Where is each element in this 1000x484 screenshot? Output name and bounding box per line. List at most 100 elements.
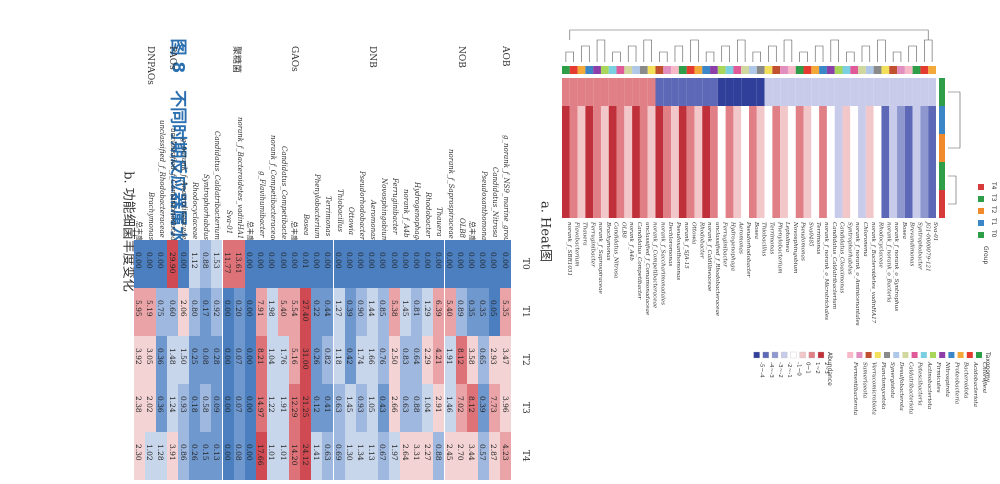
table-cell-value: 0.92 — [211, 300, 221, 317]
heatmap-cell — [904, 134, 913, 162]
heatmap-cell — [616, 78, 625, 106]
genus-label: Novosphingobium — [792, 221, 798, 273]
table-cell — [233, 432, 245, 480]
table-cell-value: 0.00 — [500, 252, 510, 269]
dendrogram-branch — [908, 45, 917, 62]
table-cell — [300, 336, 312, 384]
heatmap-cell — [647, 134, 656, 162]
taxonomy-strip-cell — [889, 66, 898, 74]
table-cell — [244, 240, 256, 288]
table-cell — [422, 336, 434, 384]
table-cell-value: 1.27 — [334, 300, 343, 317]
heatmap-cell — [780, 134, 788, 162]
genus-label: norank_f_A4b — [628, 222, 634, 261]
table-cell-value: 3.58 — [467, 348, 477, 365]
group-legend-swatch — [978, 220, 984, 226]
table-cell-value: 0.00 — [256, 252, 266, 269]
heatmap-cell — [686, 190, 695, 218]
table-cell-value: 0.58 — [200, 396, 210, 413]
table-cell-value: 0.00 — [489, 252, 499, 269]
genus-label: Candidatus_Competibacter — [636, 222, 642, 300]
table-cell — [500, 432, 512, 480]
abundance-legend-label: 2~3 — [823, 362, 829, 374]
table-cell — [178, 240, 190, 288]
table-cell-value: 0.00 — [245, 348, 255, 365]
abundance-legend-label: 1~2 — [814, 362, 820, 374]
heatmap-cell — [608, 162, 617, 190]
heatmap-cell — [842, 190, 851, 218]
table-cell — [289, 288, 301, 336]
table-row-label: Candidatus_Caldatribacterium — [213, 131, 222, 241]
taxonomy-legend-swatch — [847, 352, 854, 358]
abundance-legend-title: Abundance — [826, 352, 833, 386]
table-row-label: unclassified_f_Rhodobacteraceae — [157, 120, 166, 239]
heatmap-cell — [912, 78, 921, 106]
table-cell-value: 1.44 — [367, 300, 377, 317]
abundance-legend-swatch — [808, 351, 815, 359]
taxonomy-strip-cell — [585, 66, 594, 74]
table-cell-value: 1.91 — [278, 396, 288, 413]
table-cell — [300, 432, 312, 480]
table-cell-value: 0.01 — [300, 252, 310, 269]
table-cell — [211, 432, 223, 480]
table-cell — [222, 336, 234, 384]
table-cell-value: 0.00 — [334, 252, 343, 269]
heatmap-cell — [889, 134, 898, 162]
table-cell — [322, 288, 334, 336]
heatmap-cell — [741, 78, 749, 106]
dendrogram-branch — [752, 51, 761, 62]
taxonomy-strip-cell — [881, 66, 890, 74]
taxonomy-legend-label: Caldatribacteriota — [907, 362, 913, 414]
table-cell — [444, 432, 456, 480]
table-cell — [400, 432, 412, 480]
table-cell-value: 0.00 — [156, 252, 166, 269]
table-cell-value: 0.00 — [267, 252, 277, 269]
heatmap-cell — [764, 78, 773, 106]
heatmap-cell — [912, 190, 921, 218]
taxonomy-strip-cell — [663, 66, 672, 74]
heatmap-cell — [562, 162, 570, 190]
taxonomy-legend-swatch — [966, 352, 973, 358]
table-cell — [222, 384, 234, 432]
taxonomy-strip-cell — [678, 66, 687, 74]
heatmap-cell — [787, 106, 796, 134]
heatmap-cell — [865, 190, 874, 218]
dendrogram-branch — [924, 39, 933, 62]
heatmap-cell — [850, 190, 859, 218]
taxonomy-strip-cell — [865, 66, 874, 74]
group-legend-label: T2 — [990, 205, 997, 214]
taxonomy-legend-label: Sumerlaeota — [861, 362, 867, 398]
heatmap-cell — [826, 134, 835, 162]
table-cell-value: 2.50 — [389, 348, 399, 365]
table-cell-value: 27.40 — [300, 300, 310, 322]
table-cell-value: 8.12 — [456, 348, 466, 365]
group-legend-swatch — [978, 196, 984, 202]
table-cell-value: 3.92 — [134, 348, 144, 365]
taxonomy-strip-cell — [624, 66, 633, 74]
table-cell-value: 0.75 — [156, 300, 166, 317]
heatmap-cell — [593, 78, 601, 106]
table-cell — [289, 240, 301, 288]
table-cell — [400, 240, 412, 288]
table-cell-value: 24.12 — [300, 444, 310, 466]
table-row-label: g_norank_f_NS9_marine_group — [502, 134, 510, 246]
table-cell — [255, 432, 267, 480]
table-cell — [377, 240, 389, 288]
table-cell-value: 0.07 — [234, 396, 244, 413]
heatmap-cell — [873, 162, 882, 190]
heatmap-cell — [639, 78, 648, 106]
dendrogram-branch — [768, 45, 777, 62]
heatmap-cell — [811, 134, 820, 162]
table-cell — [255, 288, 267, 336]
genus-label: norank_f_SJA-15 — [683, 222, 689, 269]
heatmap-cell — [858, 106, 866, 134]
heatmap-cell — [787, 134, 796, 162]
taxonomy-legend-label: Patescibacteria — [917, 361, 923, 406]
dendrogram-branch — [581, 45, 590, 62]
table-cell-value: 0.00 — [445, 252, 454, 269]
table-cell-value: 0.26 — [189, 444, 199, 461]
table-cell-value: 0.00 — [467, 252, 477, 269]
table-cell-value: 0.00 — [245, 444, 255, 461]
abundance-legend-swatch — [762, 351, 769, 359]
dendrogram-branch — [814, 45, 824, 62]
